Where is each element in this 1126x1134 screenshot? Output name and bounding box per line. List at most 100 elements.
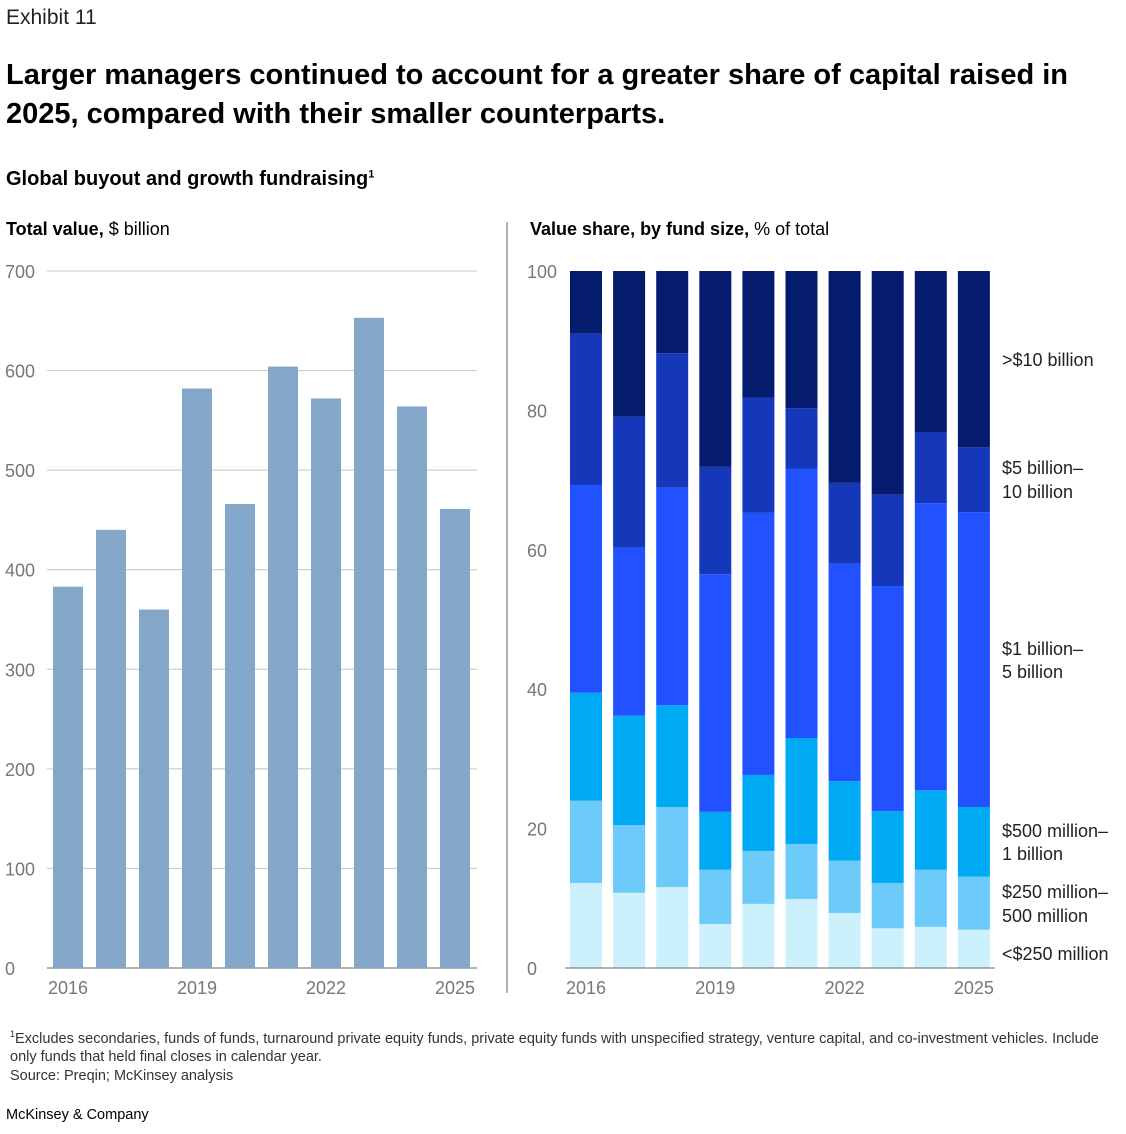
exhibit-label: Exhibit 11 bbox=[6, 6, 97, 29]
segment-2020 bbox=[742, 271, 775, 398]
brand-logo-text: McKinsey & Company bbox=[6, 1107, 149, 1123]
y-tick-label: 80 bbox=[527, 401, 547, 421]
segment-2023 bbox=[871, 494, 904, 587]
right-title-unit: % of total bbox=[749, 219, 830, 239]
segment-2016 bbox=[570, 271, 602, 334]
segment-2025 bbox=[957, 271, 990, 448]
segment-2021 bbox=[785, 843, 818, 899]
y-tick-label: 400 bbox=[5, 561, 35, 581]
segment-2022 bbox=[828, 271, 861, 483]
segment-2022 bbox=[828, 563, 861, 782]
bar-2025 bbox=[440, 508, 470, 968]
segment-2023 bbox=[871, 882, 904, 929]
x-tick-label: 2016 bbox=[566, 978, 606, 998]
segment-2021 bbox=[785, 408, 818, 469]
segment-2020 bbox=[742, 850, 775, 904]
segment-2019 bbox=[699, 924, 732, 968]
segment-2018 bbox=[656, 705, 689, 807]
segment-2016 bbox=[570, 692, 602, 801]
footnote-marker: 1 bbox=[10, 1029, 16, 1039]
bar-2023 bbox=[354, 317, 384, 968]
segment-2016 bbox=[570, 333, 602, 485]
segment-2018 bbox=[656, 806, 689, 888]
bar-2019 bbox=[182, 388, 212, 969]
segment-2024 bbox=[914, 271, 947, 433]
segment-2024 bbox=[914, 432, 947, 504]
y-tick-label: 200 bbox=[5, 760, 35, 780]
y-tick-label: 600 bbox=[5, 362, 35, 382]
segment-2018 bbox=[656, 487, 689, 706]
y-tick-label: 0 bbox=[527, 959, 537, 979]
segment-2017 bbox=[613, 271, 646, 417]
segment-2025 bbox=[957, 447, 990, 513]
legend-label: $1 billion– bbox=[1002, 639, 1083, 659]
segment-2025 bbox=[957, 512, 990, 807]
x-tick-label: 2022 bbox=[825, 978, 865, 998]
bar-2016 bbox=[53, 586, 83, 968]
right-title-bold: Value share, by fund size, bbox=[530, 219, 750, 239]
segment-2016 bbox=[570, 484, 602, 693]
y-tick-label: 500 bbox=[5, 461, 35, 481]
bar-2017 bbox=[96, 529, 126, 968]
segment-2024 bbox=[914, 869, 947, 927]
segment-2022 bbox=[828, 912, 861, 968]
segment-2019 bbox=[699, 466, 732, 575]
legend-label: $500 million– bbox=[1002, 821, 1108, 841]
segment-2025 bbox=[957, 806, 990, 877]
legend-label: >$10 billion bbox=[1002, 350, 1094, 370]
y-tick-label: 40 bbox=[527, 680, 547, 700]
segment-2017 bbox=[613, 416, 646, 548]
segment-2016 bbox=[570, 800, 602, 883]
segment-2019 bbox=[699, 811, 732, 870]
legend-label: 500 million bbox=[1002, 906, 1088, 926]
segment-2022 bbox=[828, 860, 861, 913]
segment-2024 bbox=[914, 790, 947, 870]
bar-2022 bbox=[311, 398, 341, 968]
legend-label: 10 billion bbox=[1002, 482, 1073, 502]
segment-2017 bbox=[613, 825, 646, 893]
segment-2025 bbox=[957, 876, 990, 930]
segment-2023 bbox=[871, 271, 904, 495]
segment-2025 bbox=[957, 929, 990, 968]
bar-2018 bbox=[139, 609, 169, 968]
y-tick-label: 700 bbox=[5, 262, 35, 282]
y-tick-label: 20 bbox=[527, 820, 547, 840]
y-tick-label: 60 bbox=[527, 541, 547, 561]
left-title-unit: $ billion bbox=[103, 219, 170, 239]
segment-2024 bbox=[914, 926, 947, 968]
y-tick-label: 100 bbox=[527, 262, 557, 282]
legend-label: <$250 million bbox=[1002, 944, 1109, 964]
segment-2016 bbox=[570, 882, 602, 968]
x-tick-label: 2019 bbox=[177, 978, 217, 998]
x-tick-label: 2025 bbox=[435, 978, 475, 998]
segment-2020 bbox=[742, 903, 775, 968]
y-tick-label: 100 bbox=[5, 859, 35, 879]
segment-2023 bbox=[871, 811, 904, 883]
x-tick-label: 2022 bbox=[306, 978, 346, 998]
legend-label: 5 billion bbox=[1002, 662, 1063, 682]
segment-2020 bbox=[742, 774, 775, 851]
segment-2017 bbox=[613, 547, 646, 716]
page-title: Larger managers continued to account for… bbox=[6, 59, 1069, 130]
chart-subtitle: Global buyout and growth fundraising1 bbox=[6, 168, 374, 191]
footnote-text: Excludes secondaries, funds of funds, tu… bbox=[10, 1030, 1099, 1066]
segment-2019 bbox=[699, 271, 732, 467]
segment-2018 bbox=[656, 271, 689, 354]
subtitle-text: Global buyout and growth fundraising bbox=[6, 168, 369, 190]
segment-2019 bbox=[699, 869, 732, 925]
segment-2024 bbox=[914, 503, 947, 791]
bar-2024 bbox=[397, 406, 427, 969]
segment-2020 bbox=[742, 512, 775, 775]
segment-2018 bbox=[656, 887, 689, 968]
footnote: 1Excludes secondaries, funds of funds, t… bbox=[10, 1025, 1110, 1085]
legend-label: $5 billion– bbox=[1002, 458, 1083, 478]
segment-2022 bbox=[828, 482, 861, 564]
segment-2022 bbox=[828, 781, 861, 861]
segment-2019 bbox=[699, 574, 732, 812]
segment-2023 bbox=[871, 928, 904, 968]
legend-label: 1 billion bbox=[1002, 844, 1063, 864]
y-tick-label: 300 bbox=[5, 660, 35, 680]
legend-label: $250 million– bbox=[1002, 882, 1108, 902]
